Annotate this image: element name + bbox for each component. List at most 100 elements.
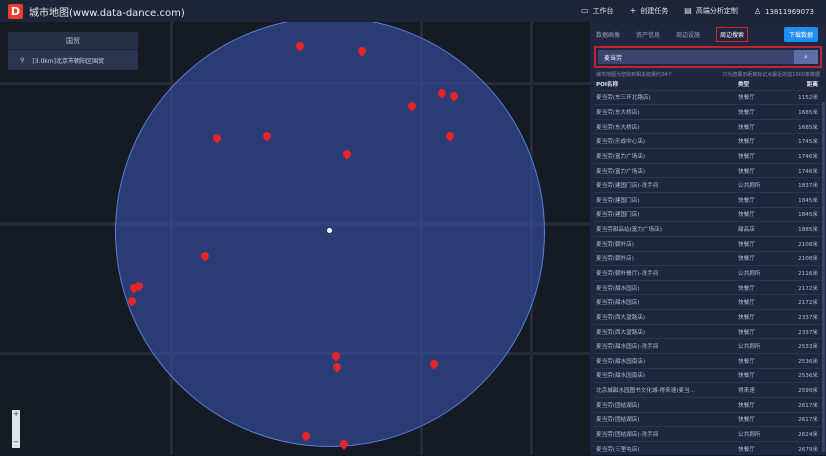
search-box: ⌕	[594, 46, 822, 68]
table-row[interactable]: 麦当劳(富力广场店) 快餐厅 1746米	[594, 162, 822, 178]
poi-type: 快餐厅	[736, 353, 782, 369]
poi-name: 麦当劳(甜水园店)	[594, 279, 736, 295]
table-row[interactable]: 麦当劳(西大望路店) 快餐厅 2337米	[594, 323, 822, 339]
poi-type: 快餐厅	[736, 279, 782, 295]
table-row[interactable]: 麦当劳(西大望路店) 快餐厅 2337米	[594, 309, 822, 325]
table-row[interactable]: 麦当劳(三里屯店) 快餐厅 2679米	[594, 440, 822, 456]
poi-distance: 2108米	[782, 235, 822, 252]
table-row[interactable]: 北京城甜水园图书文化城-得来速(麦当... 得来速 2599米	[594, 382, 822, 398]
poi-distance: 2172米	[782, 279, 822, 295]
poi-type: 快餐厅	[736, 133, 782, 149]
poi-name: 麦当劳(朝外店)	[594, 235, 736, 252]
calendar-icon: ▤	[684, 6, 692, 15]
poi-distance: 1837米	[782, 177, 822, 193]
table-row[interactable]: 麦当劳(东大桥店) 快餐厅 1685米	[594, 118, 822, 134]
zoom-out-button[interactable]: −	[13, 438, 19, 446]
nav-custom-analysis[interactable]: ▤ 高端分析定制	[684, 6, 738, 15]
tab-nearby-facilities[interactable]: 周边设施	[676, 31, 701, 39]
table-row[interactable]: 麦当劳(朝外餐厅)-洗手间 公共厕所 2116米	[594, 265, 822, 281]
poi-type: 快餐厅	[736, 191, 782, 208]
table-row[interactable]: 麦当劳(东三环北路店) 快餐厅 1152米	[594, 89, 822, 105]
poi-name: 麦当劳(建国门店)	[594, 206, 736, 222]
poi-name: 麦当劳(甜水园南店)	[594, 367, 736, 383]
table-row[interactable]: 麦当劳(团结湖店)-洗手间 公共厕所 2624米	[594, 426, 822, 442]
poi-type: 快餐厅	[736, 309, 782, 325]
table-row[interactable]: 麦当劳(甜水园店) 快餐厅 2172米	[594, 294, 822, 310]
table-row[interactable]: 麦当劳(东大桥店) 快餐厅 1685米	[594, 104, 822, 120]
poi-name: 麦当劳(乐成中心店)	[594, 133, 736, 149]
tabs: 数据画像 资产信息 周边设施 周边搜索 下载数据	[590, 22, 826, 46]
table-row[interactable]: 麦当劳(建国门店) 快餐厅 1845米	[594, 206, 822, 222]
poi-distance: 1746米	[782, 162, 822, 178]
poi-type: 快餐厅	[736, 396, 782, 413]
scrollbar[interactable]	[822, 102, 825, 452]
search-input[interactable]	[598, 50, 794, 64]
poi-type: 快餐厅	[736, 118, 782, 134]
top-nav: ▭ 工作台 + 创建任务 ▤ 高端分析定制 ♙ 13811969073	[581, 0, 814, 22]
nav-user[interactable]: ♙ 13811969073	[753, 6, 814, 16]
tab-asset-info[interactable]: 资产信息	[636, 31, 661, 39]
poi-name: 麦当劳(东三环北路店)	[594, 89, 736, 105]
table-row[interactable]: 麦当劳(甜水园店)-洗手间 公共厕所 2533米	[594, 338, 822, 354]
tab-data-profile[interactable]: 数据画像	[596, 31, 621, 39]
zoom-in-button[interactable]: +	[13, 410, 19, 418]
poi-distance: 1845米	[782, 206, 822, 222]
search-radius-circle	[115, 22, 545, 447]
table-row[interactable]: 麦当劳(团结湖店) 快餐厅 2617米	[594, 396, 822, 413]
poi-name: 麦当劳(西大望路店)	[594, 309, 736, 325]
poi-name: 麦当劳(建国门店)-洗手间	[594, 177, 736, 193]
table-row[interactable]: 麦当劳(富力广场店) 快餐厅 1746米	[594, 148, 822, 164]
poi-name: 麦当劳(甜水园店)	[594, 294, 736, 310]
poi-name: 麦当劳(团结湖店)	[594, 396, 736, 413]
location-item[interactable]: ⚲ [3.0km]北京市朝阳区国贸	[8, 50, 138, 70]
table-row[interactable]: 麦当劳(朝外店) 快餐厅 2108米	[594, 235, 822, 252]
tab-nearby-search[interactable]: 周边搜索	[716, 26, 749, 42]
monitor-icon: ▭	[581, 6, 589, 15]
table-row[interactable]: 麦当劳(乐成中心店) 快餐厅 1745米	[594, 133, 822, 149]
poi-name: 麦当劳(建国门店)	[594, 191, 736, 208]
table-row[interactable]: 麦当劳(建国门店) 快餐厅 1845米	[594, 191, 822, 208]
search-icon: ⌕	[804, 52, 808, 61]
side-panel: 数据画像 资产信息 周边设施 周边搜索 下载数据 ⌕ 城市地图为您找到相关结果约…	[590, 22, 826, 456]
download-button[interactable]: 下载数据	[783, 26, 818, 42]
poi-type: 快餐厅	[736, 367, 782, 383]
poi-type: 快餐厅	[736, 162, 782, 178]
poi-type: 快餐厅	[736, 89, 782, 105]
poi-name: 麦当劳(甜水园南店)	[594, 353, 736, 369]
table-row[interactable]: 麦当劳(甜水园店) 快餐厅 2172米	[594, 279, 822, 295]
poi-type: 公共厕所	[736, 426, 782, 442]
map[interactable]: + −	[0, 22, 590, 455]
poi-distance: 2679米	[782, 440, 822, 456]
poi-type: 快餐厅	[736, 440, 782, 456]
table-row[interactable]: 麦当劳(朝外店) 快餐厅 2108米	[594, 250, 822, 266]
poi-type: 公共厕所	[736, 265, 782, 281]
poi-distance: 2617米	[782, 396, 822, 413]
poi-name: 麦当劳(西大望路店)	[594, 323, 736, 339]
table-row[interactable]: 麦当劳(建国门店)-洗手间 公共厕所 1837米	[594, 177, 822, 193]
poi-type: 快餐厅	[736, 235, 782, 252]
poi-name: 麦当劳(朝外店)	[594, 250, 736, 266]
poi-name: 麦当劳(朝外餐厅)-洗手间	[594, 265, 736, 281]
nav-workbench[interactable]: ▭ 工作台	[581, 6, 614, 15]
poi-name: 麦当劳(富力广场店)	[594, 148, 736, 164]
table-row[interactable]: 麦当劳(甜水园南店) 快餐厅 2536米	[594, 367, 822, 383]
nav-create-task[interactable]: + 创建任务	[629, 6, 669, 15]
poi-distance: 1685米	[782, 104, 822, 120]
user-icon: ♙	[753, 6, 761, 16]
poi-name: 北京城甜水园图书文化城-得来速(麦当...	[594, 382, 736, 398]
poi-distance: 2533米	[782, 338, 822, 354]
poi-type: 快餐厅	[736, 206, 782, 222]
poi-name: 麦当劳(团结湖店)-洗手间	[594, 426, 736, 442]
table-row[interactable]: 麦当劳(团结湖店) 快餐厅 2617米	[594, 411, 822, 427]
poi-type: 甜品店	[736, 221, 782, 237]
search-button[interactable]: ⌕	[794, 50, 818, 64]
poi-distance: 2337米	[782, 323, 822, 339]
poi-distance: 1685米	[782, 118, 822, 134]
table-row[interactable]: 麦当劳甜品站(富力广场店) 甜品店 1885米	[594, 221, 822, 237]
poi-name: 麦当劳(富力广场店)	[594, 162, 736, 178]
zoom-control[interactable]: + −	[12, 410, 20, 448]
poi-type: 公共厕所	[736, 177, 782, 193]
poi-type: 快餐厅	[736, 411, 782, 427]
poi-type: 公共厕所	[736, 338, 782, 354]
table-row[interactable]: 麦当劳(甜水园南店) 快餐厅 2536米	[594, 353, 822, 369]
